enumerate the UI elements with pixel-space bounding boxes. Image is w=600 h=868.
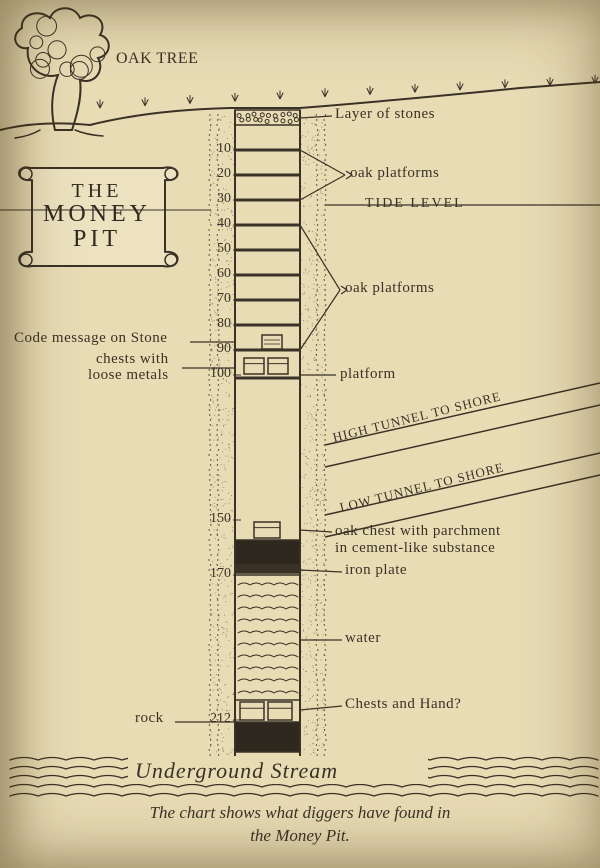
code-stone-label: Code message on Stone xyxy=(14,330,167,347)
depth-80: 80 xyxy=(205,316,231,332)
depth-212: 212 xyxy=(205,711,231,727)
oak-chest-parchment-label: oak chest with parchment in cement-like … xyxy=(335,523,501,556)
depth-30: 30 xyxy=(205,191,231,207)
water-label: water xyxy=(345,630,381,647)
platform-100-label: platform xyxy=(340,366,396,383)
depth-100: 100 xyxy=(205,366,231,382)
oak-tree-label: OAK TREE xyxy=(116,50,198,68)
iron-plate-label: iron plate xyxy=(345,562,407,579)
title-line3: PIT xyxy=(32,226,162,253)
rock-label: rock xyxy=(135,710,164,727)
caption-line2: the Money Pit. xyxy=(250,826,350,845)
depth-60: 60 xyxy=(205,266,231,282)
depth-90: 90 xyxy=(205,341,231,357)
title-line1: THE xyxy=(32,180,162,203)
depth-20: 20 xyxy=(205,166,231,182)
title-line2: MONEY xyxy=(32,201,162,228)
caption: The chart shows what diggers have found … xyxy=(0,802,600,848)
underground-stream-label: Underground Stream xyxy=(135,758,338,784)
caption-line1: The chart shows what diggers have found … xyxy=(150,803,451,822)
depth-150: 150 xyxy=(205,511,231,527)
oak-platforms-upper-label: oak platforms xyxy=(350,165,439,182)
tide-level-label: TIDE LEVEL xyxy=(365,196,465,212)
chests-hand-label: Chests and Hand? xyxy=(345,696,461,713)
title-scroll: THE MONEY PIT xyxy=(32,180,162,253)
depth-10: 10 xyxy=(205,141,231,157)
depth-40: 40 xyxy=(205,216,231,232)
oak-tree-icon xyxy=(15,8,109,130)
layer-of-stones-label: Layer of stones xyxy=(335,106,435,123)
depth-170: 170 xyxy=(205,566,231,582)
chests-loose-metals-label: chests with loose metals xyxy=(88,352,169,384)
depth-70: 70 xyxy=(205,291,231,307)
money-pit-diagram xyxy=(0,0,600,868)
depth-50: 50 xyxy=(205,241,231,257)
oak-platforms-lower-label: oak platforms xyxy=(345,280,434,297)
